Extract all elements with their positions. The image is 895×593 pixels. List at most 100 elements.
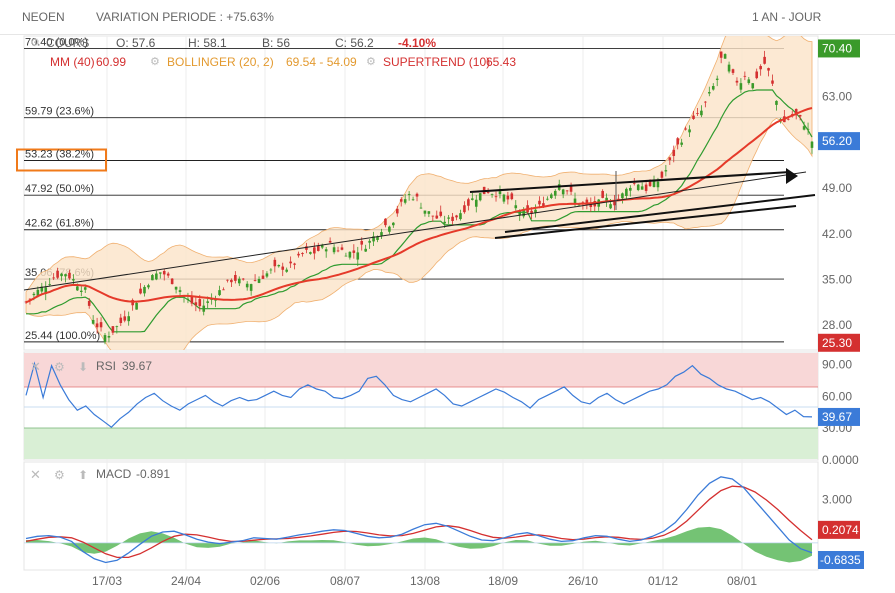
trendline-support[interactable]: [494, 205, 797, 239]
candle-body: [723, 54, 727, 59]
fib-highlight-box[interactable]: [16, 148, 107, 172]
gear-icon[interactable]: ⚙: [54, 468, 65, 482]
candle-body: [743, 75, 747, 77]
rsi-tick-label: 0.0000: [822, 453, 859, 467]
close-icon[interactable]: ✕: [30, 467, 41, 482]
candle-body: [498, 191, 502, 195]
candle-body: [234, 275, 237, 281]
candle-body: [629, 187, 632, 191]
candle-body: [553, 190, 557, 196]
candle-body: [293, 263, 296, 265]
candle-body: [115, 326, 119, 328]
candle-body: [561, 189, 565, 195]
mm-label[interactable]: MM (40): [50, 55, 95, 69]
open-value: O: 57.6: [116, 36, 156, 50]
candle-body: [684, 128, 687, 130]
candle-body: [360, 240, 364, 245]
chart-canvas: 70.40 (0.0%) 59.79 (23.6%) 53.23 (38.2%) 47…: [16, 35, 864, 588]
candle-body: [704, 101, 707, 103]
candle-body: [451, 216, 454, 221]
rsi-badge-label: 39.67: [822, 410, 852, 424]
candle-body: [72, 279, 75, 281]
candle-body: [352, 250, 356, 253]
candle-body: [601, 190, 604, 198]
candle-body: [459, 213, 462, 220]
candle-body: [91, 319, 95, 324]
macd-badge: [818, 551, 864, 569]
candle-body: [735, 80, 739, 83]
candle-body: [609, 204, 612, 209]
candle-body: [530, 210, 533, 214]
macd-badge-label: -0.6835: [820, 553, 861, 567]
trendline-long[interactable]: [24, 171, 807, 291]
candle-body: [297, 253, 300, 256]
candle-body: [301, 253, 304, 255]
y-tick-label: 42.00: [822, 227, 852, 241]
candle-body: [36, 289, 40, 296]
x-tick-label: 02/06: [250, 574, 280, 588]
candle-body: [474, 199, 478, 207]
candle-body: [763, 56, 766, 64]
supertrend-value: 65.43: [486, 55, 516, 69]
y-tick-label: 63.00: [822, 90, 852, 104]
candle-body: [64, 274, 67, 277]
symbol-label: NEOEN: [22, 10, 65, 24]
bollinger-label[interactable]: BOLLINGER (20, 2): [167, 55, 274, 69]
candle-body: [771, 80, 774, 84]
supertrend-label[interactable]: SUPERTREND (10): [383, 55, 490, 69]
candle-body: [621, 193, 624, 199]
candle-body: [573, 198, 577, 204]
macd-tick-label: 3.000: [822, 492, 852, 506]
arrow-up-icon[interactable]: ⬇: [78, 360, 88, 374]
arrow-marker-icon: [786, 168, 798, 184]
candle-body: [431, 215, 435, 217]
candle-body: [245, 283, 249, 288]
x-tick-label: 18/09: [488, 574, 518, 588]
bollinger-band: [25, 36, 813, 350]
y-tick-label: 28.00: [822, 318, 852, 332]
candle-body: [127, 316, 130, 322]
candle-body: [443, 221, 446, 224]
close-icon[interactable]: ✕: [30, 359, 41, 374]
candle-body: [139, 288, 142, 294]
candle-body: [52, 277, 55, 279]
candle-body: [700, 110, 703, 116]
fib-label: 53.23 (38.2%): [25, 148, 94, 160]
period-label[interactable]: 1 AN - JOUR: [752, 10, 822, 24]
candle-body: [143, 286, 146, 294]
x-tick-label: 17/03: [92, 574, 122, 588]
candle-body: [218, 290, 221, 296]
candle-body: [241, 278, 245, 280]
candle-body: [546, 198, 549, 200]
trendline-lower[interactable]: [504, 194, 816, 233]
candle-body: [285, 269, 288, 272]
candle-body: [625, 188, 628, 196]
signal-badge-label: 0.2074: [822, 523, 859, 537]
candle-body: [158, 272, 162, 274]
candle-body: [131, 299, 134, 306]
candle-body: [76, 286, 79, 291]
gear-icon[interactable]: ⚙: [150, 56, 160, 68]
gear-icon[interactable]: ⚙: [30, 37, 40, 49]
candle-body: [534, 209, 537, 213]
gear-icon[interactable]: ⚙: [54, 360, 65, 374]
candle-body: [806, 128, 810, 130]
trendline-upper[interactable]: [469, 171, 791, 193]
candle-body: [170, 278, 174, 285]
candle-body: [356, 252, 360, 260]
candle-body: [538, 200, 541, 205]
candle-body: [261, 275, 265, 279]
macd-histogram: [24, 526, 818, 563]
arrow-up-icon[interactable]: ⬆: [78, 468, 88, 482]
candle-body: [178, 290, 182, 292]
candle-body: [613, 200, 616, 206]
candle-body: [372, 236, 375, 242]
rsi-header: ✕ ⚙ ⬇ RSI 39.67: [30, 359, 152, 374]
candle-body: [660, 171, 664, 178]
macd-header: ✕ ⚙ ⬆ MACD -0.891: [30, 467, 170, 482]
candle-body: [392, 222, 395, 226]
gear-icon[interactable]: ⚙: [366, 56, 376, 68]
signal-badge: [818, 520, 860, 539]
candle-body: [249, 284, 253, 291]
candle-body: [147, 285, 150, 288]
